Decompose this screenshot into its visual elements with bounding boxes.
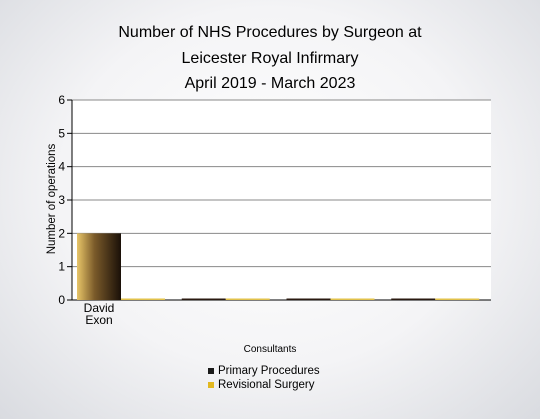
y-tick-label-2: 2: [58, 226, 65, 240]
y-tick-label-4: 4: [58, 160, 65, 174]
legend-label-primary: Primary Procedures: [218, 365, 320, 377]
bar-primary-1: [181, 298, 226, 300]
bar-revisional-0: [121, 298, 165, 300]
legend-item-revisional: Revisional Surgery: [208, 378, 320, 392]
category-label-0-1: Exon: [85, 313, 112, 327]
title-line-1: Number of NHS Procedures by Surgeon at: [118, 24, 422, 41]
y-tick-label-5: 5: [58, 126, 65, 140]
x-axis-label: Consultants: [243, 344, 297, 355]
bar-primary-2: [286, 298, 331, 300]
bar-revisional-2: [330, 298, 375, 300]
category-label-0-0: David: [84, 301, 115, 315]
bar-revisional-3: [435, 298, 480, 300]
legend-swatch-revisional: [208, 382, 214, 388]
bar-revisional-1: [225, 298, 270, 300]
y-tick-label-3: 3: [58, 193, 65, 207]
title-line-3: April 2019 - March 2023: [184, 75, 356, 92]
y-tick-label-0: 0: [58, 293, 65, 307]
legend-swatch-primary: [208, 368, 214, 374]
bar-primary-0: [77, 233, 121, 300]
y-axis-label: Number of operations: [46, 143, 58, 255]
title-line-2: Leicester Royal Infirmary: [181, 49, 359, 67]
legend-item-primary: Primary Procedures: [208, 364, 320, 378]
y-tick-label-1: 1: [58, 260, 65, 274]
legend: Primary Procedures Revisional Surgery: [208, 364, 320, 392]
chart-title: Number of NHS Procedures by Surgeon at L…: [0, 20, 540, 97]
legend-label-revisional: Revisional Surgery: [218, 379, 315, 391]
y-tick-label-6: 6: [58, 93, 65, 107]
bar-primary-3: [391, 298, 436, 300]
